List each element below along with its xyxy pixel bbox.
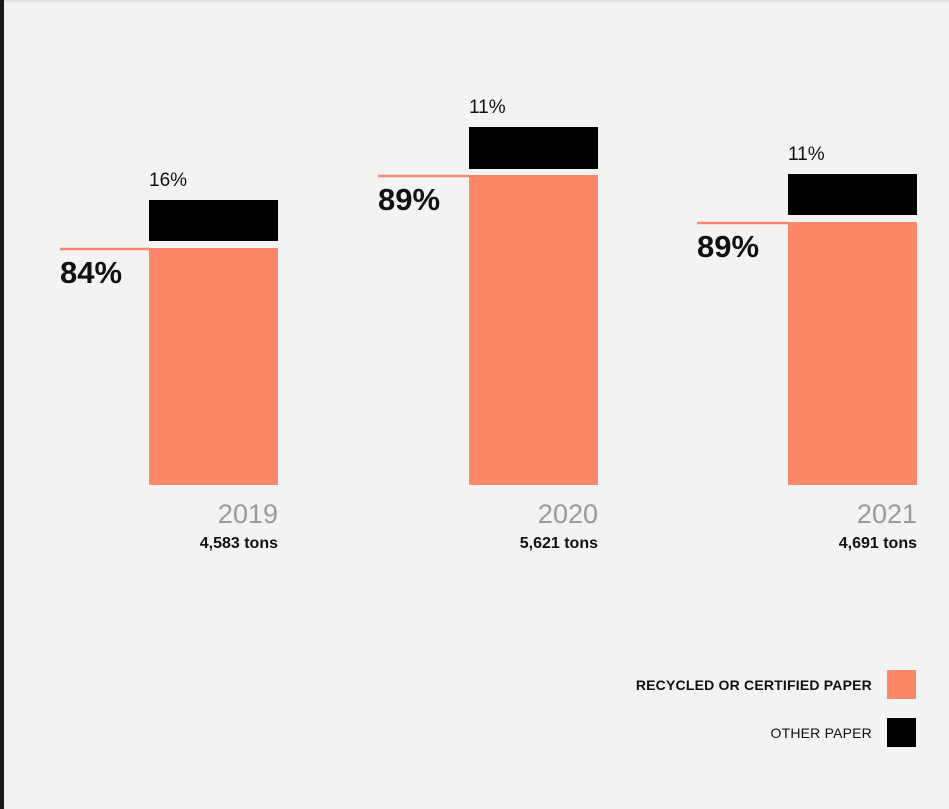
label-other-2020: 11% <box>469 97 506 118</box>
label-recycled-2019: 84% <box>60 255 122 290</box>
bar-recycled-2020 <box>469 175 598 485</box>
legend-label-other: OTHER PAPER <box>770 724 872 741</box>
label-other-2021: 11% <box>788 144 825 165</box>
bar-recycled-2019 <box>149 248 278 485</box>
year-label-2020: 2020 <box>538 499 598 529</box>
bar-other-2020 <box>469 127 598 169</box>
total-label-2020: 5,621 tons <box>520 535 598 552</box>
label-other-2019: 16% <box>149 170 187 191</box>
label-recycled-2021: 89% <box>697 229 759 264</box>
total-label-2021: 4,691 tons <box>839 535 917 552</box>
year-label-2019: 2019 <box>218 499 278 529</box>
legend-swatch-recycled <box>887 670 916 699</box>
label-recycled-2020: 89% <box>378 182 440 217</box>
left-border <box>0 0 4 809</box>
total-label-2019: 4,583 tons <box>200 535 278 552</box>
legend-item-recycled: RECYCLED OR CERTIFIED PAPER <box>636 670 916 699</box>
legend-swatch-other <box>887 718 916 747</box>
bar-other-2021 <box>788 174 917 215</box>
top-border <box>4 0 949 2</box>
bar-other-2019 <box>149 200 278 241</box>
year-label-2021: 2021 <box>857 499 917 529</box>
bar-recycled-2021 <box>788 222 917 485</box>
legend-item-other: OTHER PAPER <box>770 718 916 747</box>
legend-label-recycled: RECYCLED OR CERTIFIED PAPER <box>635 676 872 693</box>
